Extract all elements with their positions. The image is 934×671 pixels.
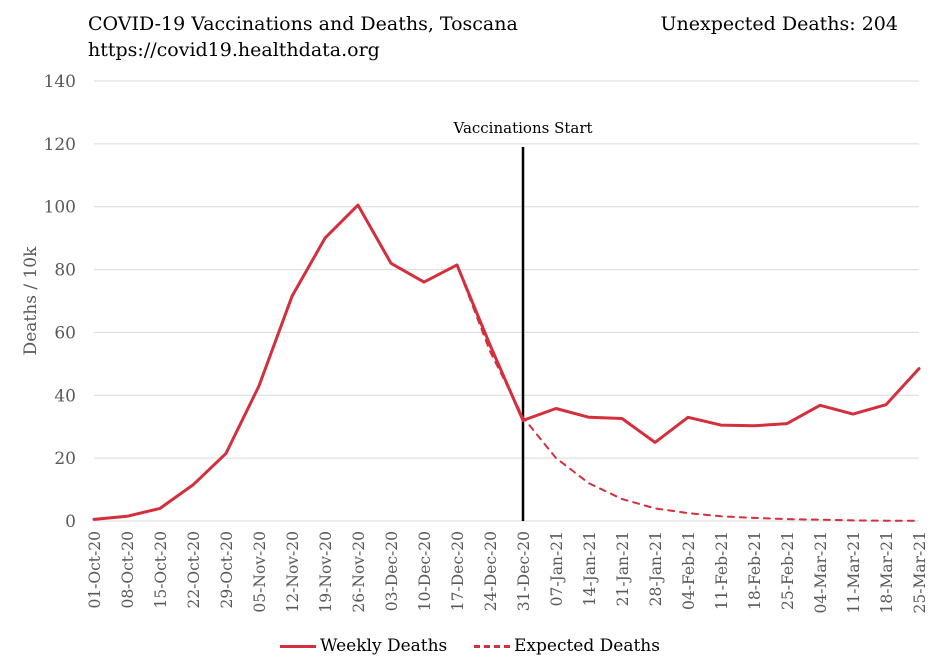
y-tick-label: 140 <box>44 72 76 92</box>
y-tick-label: 20 <box>54 449 76 469</box>
y-tick-label: 120 <box>44 135 76 155</box>
legend-swatch-solid <box>280 644 316 648</box>
x-tick-label: 18-Feb-21 <box>746 531 764 610</box>
x-tick-label: 31-Dec-20 <box>515 531 533 611</box>
vaccination-start-annotation: Vaccinations Start <box>452 119 592 137</box>
chart-source-url: https://covid19.healthdata.org <box>88 39 380 61</box>
x-tick-label: 01-Oct-20 <box>86 531 104 609</box>
x-tick-label: 10-Dec-20 <box>416 531 434 611</box>
x-tick-label: 18-Mar-21 <box>878 531 896 613</box>
x-tick-label: 12-Nov-20 <box>284 531 302 613</box>
legend-label-weekly-deaths: Weekly Deaths <box>320 636 448 656</box>
legend-swatch-dashed <box>474 644 510 648</box>
x-tick-label: 11-Feb-21 <box>713 531 731 610</box>
x-tick-label: 25-Mar-21 <box>911 531 929 613</box>
y-tick-label: 0 <box>65 512 76 532</box>
x-tick-label: 08-Oct-20 <box>119 531 137 609</box>
x-tick-label: 04-Feb-21 <box>680 531 698 610</box>
y-tick-label: 40 <box>54 386 76 406</box>
x-tick-label: 21-Jan-21 <box>614 531 632 606</box>
x-tick-label: 14-Jan-21 <box>581 531 599 606</box>
legend-item-expected-deaths: Expected Deaths <box>474 636 660 656</box>
x-tick-label: 04-Mar-21 <box>812 531 830 613</box>
x-tick-label: 25-Feb-21 <box>779 531 797 610</box>
x-tick-label: 17-Dec-20 <box>449 531 467 611</box>
x-tick-label: 24-Dec-20 <box>482 531 500 611</box>
legend-label-expected-deaths: Expected Deaths <box>514 636 660 656</box>
x-tick-label: 19-Nov-20 <box>317 531 335 613</box>
x-tick-label: 22-Oct-20 <box>185 531 203 609</box>
expected-deaths-line <box>93 204 920 522</box>
x-tick-label: 15-Oct-20 <box>152 531 170 609</box>
x-tick-label: 05-Nov-20 <box>251 531 269 613</box>
y-tick-label: 100 <box>44 198 76 218</box>
x-tick-label: 29-Oct-20 <box>218 531 236 609</box>
y-tick-label: 80 <box>54 261 76 281</box>
y-tick-label: 60 <box>54 323 76 343</box>
chart-title: COVID-19 Vaccinations and Deaths, Toscan… <box>88 13 518 35</box>
x-tick-label: 26-Nov-20 <box>350 531 368 613</box>
x-tick-label: 03-Dec-20 <box>383 531 401 611</box>
unexpected-deaths-label: Unexpected Deaths: 204 <box>660 13 898 35</box>
x-tick-label: 07-Jan-21 <box>548 531 566 606</box>
y-axis-label: Deaths / 10k <box>21 246 41 355</box>
legend-item-weekly-deaths: Weekly Deaths <box>280 636 447 656</box>
x-tick-label: 11-Mar-21 <box>845 531 863 613</box>
weekly-deaths-line <box>92 203 921 521</box>
x-tick-label: 28-Jan-21 <box>647 531 665 606</box>
